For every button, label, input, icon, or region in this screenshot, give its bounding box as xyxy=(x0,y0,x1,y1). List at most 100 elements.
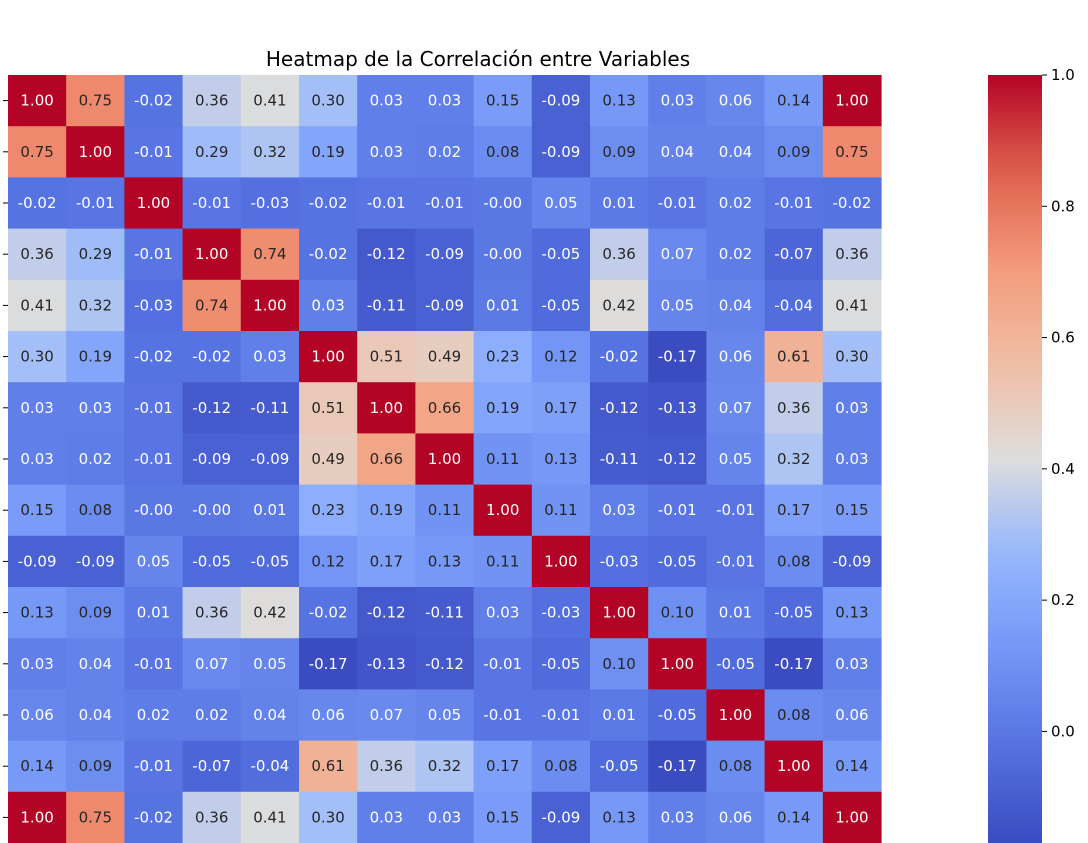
heatmap-cell xyxy=(706,791,766,843)
heatmap-cell xyxy=(182,535,242,588)
cell-value-label: -0.09 xyxy=(425,296,464,314)
cell-value-label: 0.15 xyxy=(486,92,519,110)
heatmap-cell xyxy=(473,638,533,690)
cell-value-label: 0.75 xyxy=(79,92,112,110)
heatmap-cell xyxy=(764,740,824,793)
chart-title: Heatmap de la Correlación entre Variable… xyxy=(266,47,690,71)
cell-value-label: 0.06 xyxy=(719,92,752,110)
heatmap-cell xyxy=(473,587,533,639)
heatmap-cell xyxy=(357,638,416,690)
heatmap-cell xyxy=(415,638,475,690)
cell-value-label: -0.03 xyxy=(134,296,173,314)
heatmap-cell xyxy=(822,535,882,588)
cell-value-label: 0.02 xyxy=(195,706,228,724)
cell-value-label: 0.06 xyxy=(719,348,752,366)
heatmap-cell xyxy=(822,433,882,486)
heatmap-cell xyxy=(648,484,707,537)
heatmap-cell xyxy=(182,382,242,434)
cell-value-label: 0.05 xyxy=(428,706,461,724)
cell-value-label: 0.29 xyxy=(79,245,112,263)
cell-value-label: 0.03 xyxy=(20,450,53,468)
heatmap-cell xyxy=(357,535,416,588)
cell-value-label: 0.17 xyxy=(777,501,810,519)
heatmap-cell xyxy=(764,587,824,639)
cell-value-label: -0.02 xyxy=(18,194,57,212)
heatmap-cell xyxy=(648,433,707,486)
heatmap-cell xyxy=(706,535,766,588)
heatmap-cell xyxy=(590,279,649,332)
cell-value-label: -0.01 xyxy=(134,143,173,161)
cell-value-label: 0.36 xyxy=(20,245,53,263)
heatmap-cell xyxy=(66,484,125,537)
cell-value-label: -0.09 xyxy=(832,552,871,570)
heatmap-cell xyxy=(706,587,766,639)
cell-value-label: 0.11 xyxy=(544,501,577,519)
cell-value-label: 1.00 xyxy=(20,92,53,110)
cell-value-label: 0.51 xyxy=(311,399,344,417)
cell-value-label: 0.13 xyxy=(835,604,868,622)
heatmap-cell xyxy=(706,740,766,793)
heatmap-cell xyxy=(648,331,707,383)
heatmap-cell xyxy=(299,689,358,742)
heatmap-cell xyxy=(240,228,300,281)
cell-value-label: 0.42 xyxy=(602,296,635,314)
cell-value-label: -0.01 xyxy=(541,706,580,724)
heatmap-cell xyxy=(66,740,125,793)
heatmap-cell xyxy=(415,535,475,588)
colorbar-tick-label: 1.0 xyxy=(1051,66,1075,84)
heatmap-cell xyxy=(648,382,707,434)
cell-value-label: 0.02 xyxy=(719,194,752,212)
cell-value-label: 0.41 xyxy=(253,808,286,826)
heatmap-cell xyxy=(531,638,591,690)
heatmap-cell xyxy=(357,228,416,281)
heatmap-cell xyxy=(182,587,242,639)
heatmap-cell xyxy=(66,689,125,742)
heatmap-cell xyxy=(590,638,649,690)
heatmap-cell xyxy=(124,535,184,588)
heatmap-cell xyxy=(299,791,358,843)
cell-value-label: 0.12 xyxy=(544,348,577,366)
cell-value-label: 0.29 xyxy=(195,143,228,161)
cell-value-label: -0.12 xyxy=(192,399,231,417)
heatmap-cell xyxy=(590,535,649,588)
heatmap-cell xyxy=(182,75,242,127)
cell-value-label: -0.12 xyxy=(367,245,406,263)
heatmap-cell xyxy=(299,279,358,332)
cell-value-label: 0.01 xyxy=(602,706,635,724)
cell-value-label: 1.00 xyxy=(544,552,577,570)
heatmap-cell xyxy=(531,228,591,281)
cell-value-label: -0.09 xyxy=(541,92,580,110)
cell-value-label: 0.02 xyxy=(719,245,752,263)
cell-value-label: 1.00 xyxy=(253,296,286,314)
heatmap-cell xyxy=(8,433,67,486)
cell-value-label: -0.17 xyxy=(658,757,697,775)
cell-value-label: 0.03 xyxy=(253,348,286,366)
heatmap-cell xyxy=(473,177,533,230)
cell-value-label: -0.01 xyxy=(774,194,813,212)
heatmap-cell xyxy=(8,638,67,690)
heatmap-cell xyxy=(240,177,300,230)
cell-value-label: -0.01 xyxy=(367,194,406,212)
colorbar xyxy=(988,75,1042,843)
cell-value-label: 0.01 xyxy=(602,194,635,212)
heatmap-cell xyxy=(8,791,67,843)
cell-value-label: 0.36 xyxy=(370,757,403,775)
cell-value-label: -0.01 xyxy=(76,194,115,212)
heatmap-cell xyxy=(590,382,649,434)
heatmap-cell xyxy=(124,638,184,690)
heatmap-cell xyxy=(8,740,67,793)
heatmap-cell xyxy=(822,331,882,383)
heatmap-cell xyxy=(590,689,649,742)
heatmap-cell xyxy=(531,126,591,178)
cell-value-label: 1.00 xyxy=(195,245,228,263)
cell-value-label: -0.13 xyxy=(367,655,406,673)
heatmap-cell xyxy=(124,484,184,537)
cell-value-label: 0.49 xyxy=(428,348,461,366)
cell-value-label: 0.36 xyxy=(195,92,228,110)
heatmap-cell xyxy=(415,484,475,537)
heatmap-cell xyxy=(299,587,358,639)
heatmap-cell xyxy=(415,382,475,434)
cell-value-label: -0.01 xyxy=(134,245,173,263)
cell-value-label: 0.14 xyxy=(777,92,810,110)
heatmap-cell xyxy=(764,382,824,434)
